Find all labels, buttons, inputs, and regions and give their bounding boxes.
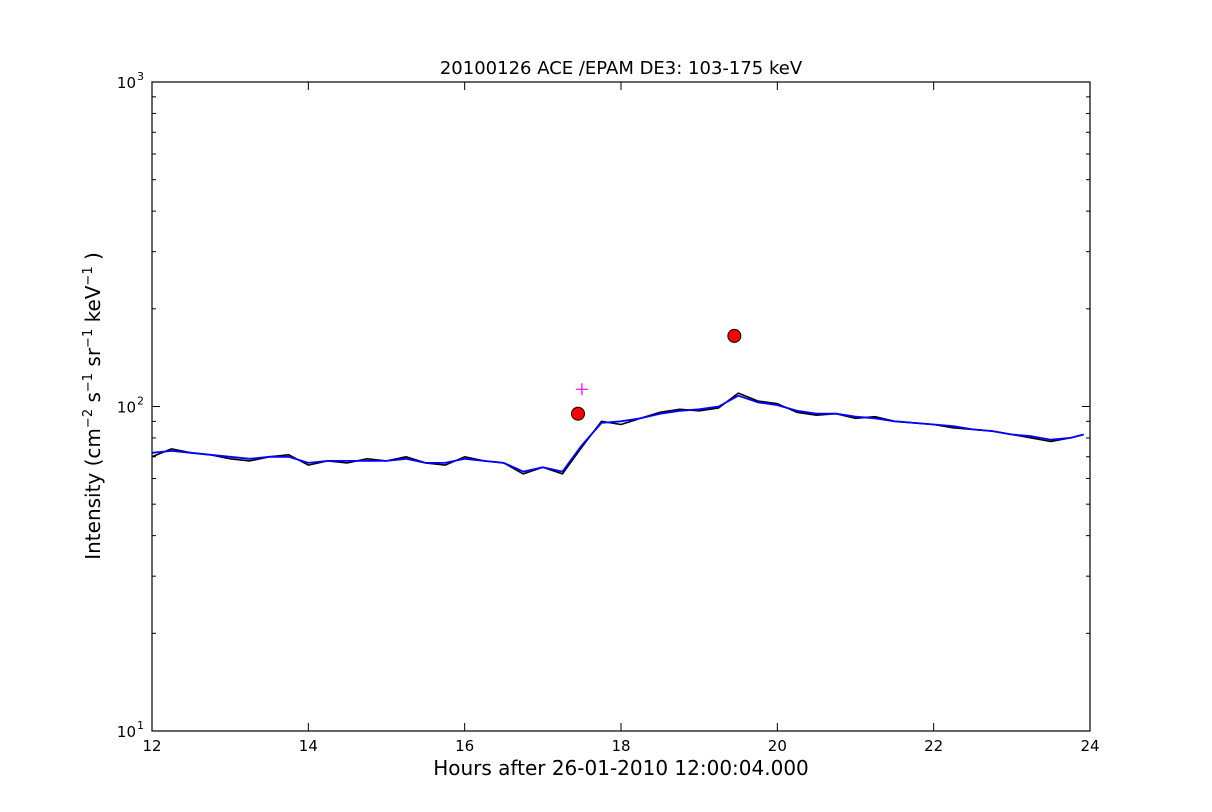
event-marker-1 (571, 406, 586, 421)
y-label-text: keV (81, 285, 105, 329)
x-tick-label-1: 14 (299, 737, 318, 755)
y-axis-label: Intensity (cm−2 s−1 sr−1 keV−1 ) (81, 252, 105, 560)
x-tick-label-4: 20 (768, 737, 787, 755)
x-tick-label-6: 24 (1080, 737, 1099, 755)
y-tick-exponent-2: 3 (137, 70, 144, 83)
y-label-text: ) (81, 252, 105, 266)
y-label-text: s (81, 392, 105, 409)
y-tick-label-0: 10 (117, 723, 136, 741)
event-cross-2 (575, 383, 588, 396)
series-line-smoothed (151, 394, 1084, 473)
y-label-superscript: −1 (81, 266, 96, 285)
y-label-superscript: −1 (81, 329, 96, 348)
y-tick-exponent-0: 1 (137, 719, 144, 732)
x-axis-label: Hours after 26-01-2010 12:00:04.000 (433, 756, 809, 780)
x-tick-label-3: 18 (611, 737, 630, 755)
y-label-superscript: −1 (81, 373, 96, 392)
x-tick-label-0: 12 (142, 737, 161, 755)
y-label-text: Intensity (cm (81, 428, 105, 560)
plot-area (151, 328, 1084, 475)
event-marker-0 (727, 328, 742, 343)
x-tick-label-2: 16 (455, 737, 474, 755)
chart-title: 20100126 ACE /EPAM DE3: 103-175 keV (440, 58, 803, 79)
y-tick-exponent-1: 2 (137, 395, 144, 408)
y-label-text: sr (81, 347, 105, 373)
y-tick-label-1: 10 (117, 399, 136, 417)
y-label-superscript: −2 (81, 409, 96, 428)
y-tick-label-2: 10 (117, 74, 136, 92)
x-tick-label-5: 22 (924, 737, 943, 755)
